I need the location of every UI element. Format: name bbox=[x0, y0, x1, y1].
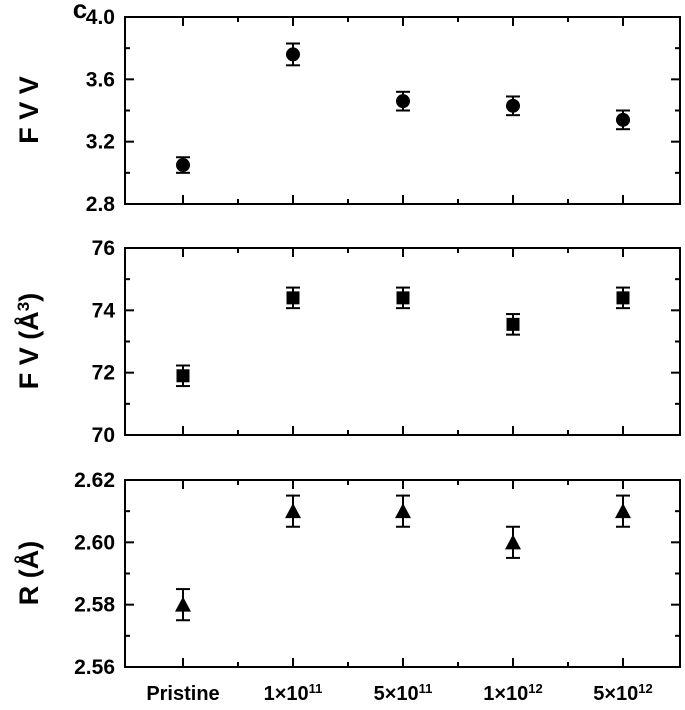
x-axis-tick-labels: Pristine 1×1011 5×1011 1×1012 5×1012 bbox=[146, 681, 652, 706]
y-axis-label-end: ) bbox=[14, 293, 44, 302]
y-tick-label: 3.2 bbox=[86, 131, 115, 154]
x-tick-label-exponent: 12 bbox=[528, 681, 542, 696]
x-tick-label-base: 1×10 bbox=[264, 683, 309, 705]
x-tick-label-exponent: 11 bbox=[419, 681, 433, 696]
data-point-triangle bbox=[175, 596, 191, 612]
data-point-triangle bbox=[615, 503, 631, 519]
y-axis-label: F V V bbox=[14, 76, 44, 144]
x-tick-label: Pristine bbox=[146, 683, 219, 705]
x-tick-label-base: 5×10 bbox=[593, 683, 638, 705]
y-tick-label: 2.62 bbox=[74, 469, 115, 492]
panel-1: 2.8 3.2 3.6 4.0 F V V bbox=[14, 6, 681, 216]
y-axis-label-text: R (Å) bbox=[13, 541, 44, 605]
data-point-circle bbox=[396, 94, 410, 109]
x-tick-label: 5×1011 bbox=[374, 681, 433, 706]
data-point-square bbox=[396, 291, 410, 305]
y-tick-label: 76 bbox=[92, 237, 115, 260]
y-axis-label-text: F V V bbox=[14, 76, 44, 144]
x-tick-label: 5×1012 bbox=[593, 681, 653, 706]
data-point-square bbox=[506, 317, 520, 331]
plot-frame bbox=[124, 247, 681, 436]
x-tick-label: 1×1012 bbox=[483, 681, 543, 706]
x-tick-label: 1×1011 bbox=[264, 681, 323, 706]
y-tick-label: 72 bbox=[92, 362, 115, 385]
data-point-circle bbox=[176, 158, 190, 173]
y-tick-label: 2.60 bbox=[74, 531, 115, 554]
y-tick-label: 3.6 bbox=[86, 68, 115, 91]
y-tick-label: 4.0 bbox=[86, 6, 115, 29]
data-point-circle bbox=[616, 112, 630, 127]
x-tick-label-base: 1×10 bbox=[483, 683, 528, 705]
panel-3: 2.56 2.58 2.60 2.62 R (Å) bbox=[13, 469, 681, 679]
data-point-triangle bbox=[505, 534, 521, 550]
y-axis-label: F V (Å3) bbox=[13, 293, 44, 389]
y-tick-label: 2.56 bbox=[74, 656, 115, 679]
y-tick-label: 2.58 bbox=[74, 594, 115, 617]
x-tick-label-base: Pristine bbox=[146, 683, 219, 705]
x-tick-label-exponent: 11 bbox=[309, 681, 323, 696]
data-point-square bbox=[616, 291, 630, 305]
data-point-triangle bbox=[285, 503, 301, 519]
y-axis-label: R (Å) bbox=[13, 541, 44, 605]
y-tick-label: 74 bbox=[92, 299, 116, 322]
panel-2: 70 72 74 76 F V (Å3) bbox=[13, 237, 681, 447]
data-point-circle bbox=[506, 98, 520, 113]
y-tick-label: 70 bbox=[92, 424, 115, 447]
data-point-triangle bbox=[395, 503, 411, 519]
y-axis-label-text: F V (Å bbox=[13, 311, 44, 389]
y-axis-label-sup: 3 bbox=[14, 302, 33, 311]
x-tick-label-base: 5×10 bbox=[374, 683, 419, 705]
y-tick-label: 2.8 bbox=[86, 193, 116, 216]
panel-label: c bbox=[73, 0, 87, 24]
x-tick-label-exponent: 12 bbox=[638, 681, 652, 696]
data-point-square bbox=[176, 369, 190, 383]
data-point-square bbox=[286, 291, 300, 305]
data-point-circle bbox=[286, 47, 300, 62]
